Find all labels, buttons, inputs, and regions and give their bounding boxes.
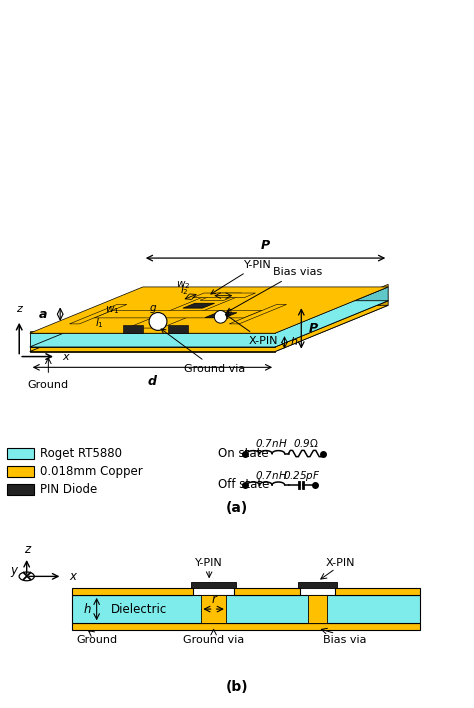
Polygon shape — [192, 293, 255, 297]
Text: (a): (a) — [226, 501, 248, 515]
Polygon shape — [30, 305, 388, 352]
Circle shape — [149, 312, 167, 331]
Text: h: h — [291, 338, 298, 348]
Text: Y-PIN: Y-PIN — [195, 558, 223, 568]
Polygon shape — [275, 301, 388, 352]
Text: w$_2$: w$_2$ — [176, 280, 191, 292]
Bar — [7, 448, 34, 459]
Polygon shape — [30, 333, 275, 347]
Polygon shape — [30, 287, 388, 333]
Polygon shape — [200, 293, 242, 300]
Text: 0.9$\Omega$: 0.9$\Omega$ — [293, 438, 319, 450]
Text: Off state: Off state — [218, 479, 269, 491]
Text: Dielectric: Dielectric — [111, 603, 167, 615]
Text: y: y — [10, 564, 17, 577]
Text: h: h — [84, 603, 91, 615]
Text: Ground: Ground — [27, 380, 68, 390]
Text: X-PIN: X-PIN — [225, 314, 278, 346]
Polygon shape — [168, 325, 188, 333]
Polygon shape — [30, 331, 275, 333]
Text: Bias via: Bias via — [323, 635, 366, 645]
Polygon shape — [123, 325, 143, 333]
Text: 0.25$pF$: 0.25$pF$ — [283, 469, 321, 483]
Polygon shape — [94, 311, 262, 318]
Text: Ground: Ground — [76, 635, 117, 645]
Text: z: z — [16, 304, 22, 314]
Polygon shape — [127, 296, 240, 328]
Polygon shape — [229, 304, 286, 324]
Polygon shape — [275, 287, 388, 347]
Text: g: g — [150, 303, 156, 313]
Text: x: x — [69, 570, 76, 583]
Text: l$_1$: l$_1$ — [95, 316, 104, 330]
Circle shape — [19, 572, 34, 581]
Text: On state: On state — [218, 447, 269, 460]
Text: Bias vias: Bias vias — [227, 267, 322, 312]
Bar — [191, 582, 236, 588]
Text: r: r — [226, 307, 230, 317]
Text: w$_1$: w$_1$ — [105, 304, 119, 316]
Bar — [7, 484, 34, 495]
Polygon shape — [183, 303, 215, 308]
Text: P: P — [261, 239, 270, 252]
Bar — [201, 595, 226, 623]
Circle shape — [214, 311, 227, 323]
Text: 0.7$nH$: 0.7$nH$ — [255, 438, 287, 450]
Text: d: d — [148, 375, 157, 388]
Bar — [335, 588, 419, 595]
Text: x: x — [62, 352, 69, 362]
Text: Roget RT5880: Roget RT5880 — [40, 447, 122, 460]
Polygon shape — [205, 313, 237, 318]
Text: Ground via: Ground via — [161, 329, 246, 374]
Bar — [7, 466, 34, 477]
Text: Ground via: Ground via — [183, 635, 244, 645]
Bar — [234, 588, 300, 595]
Bar — [308, 595, 327, 623]
Text: l$_2$: l$_2$ — [180, 283, 189, 297]
Text: 0.7$nH$: 0.7$nH$ — [255, 469, 287, 481]
Bar — [72, 595, 419, 623]
Polygon shape — [30, 347, 275, 352]
Text: r: r — [211, 593, 217, 606]
Bar — [298, 582, 337, 588]
Polygon shape — [30, 301, 388, 347]
Bar — [72, 623, 419, 630]
Text: X-PIN: X-PIN — [325, 558, 355, 568]
Polygon shape — [70, 304, 127, 324]
Text: a: a — [39, 308, 47, 321]
Polygon shape — [275, 285, 388, 333]
Text: (b): (b) — [226, 680, 248, 694]
Text: PIN Diode: PIN Diode — [40, 483, 98, 496]
Text: z: z — [24, 543, 30, 556]
Text: 0.018mm Copper: 0.018mm Copper — [40, 465, 143, 478]
Bar — [72, 588, 193, 595]
Text: P: P — [309, 322, 318, 335]
Text: Y-PIN: Y-PIN — [211, 260, 272, 294]
